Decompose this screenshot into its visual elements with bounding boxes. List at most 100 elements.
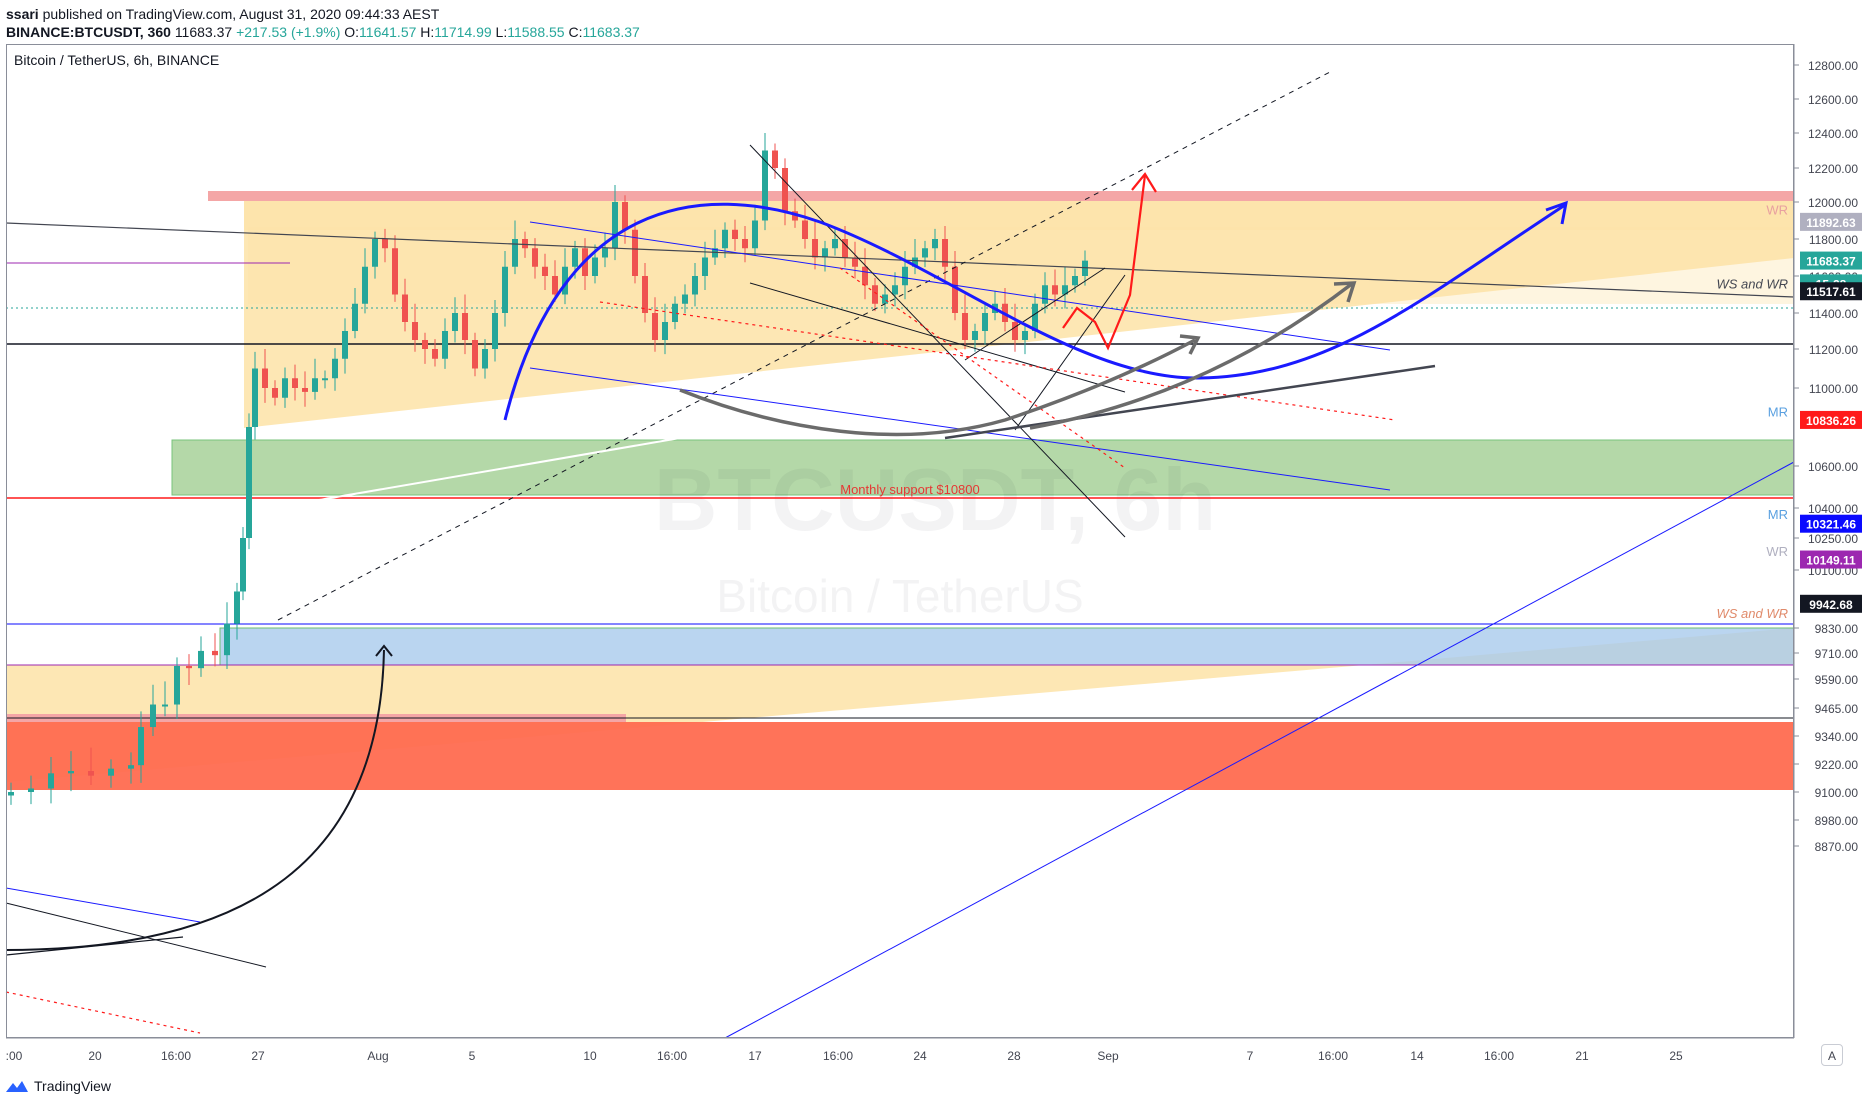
x-tick-label: 16:00: [161, 1049, 191, 1063]
footer-brand-text: TradingView: [34, 1078, 112, 1094]
candle-body: [150, 704, 156, 728]
x-tick-label: 5: [469, 1049, 476, 1063]
price-label-text: 9942.68: [1809, 598, 1853, 612]
dotted-red-line-3: [5, 991, 201, 1034]
candle-body: [862, 266, 868, 286]
x-tick-label: 16:00: [1318, 1049, 1348, 1063]
candle-body: [362, 266, 368, 304]
y-tick-label: 8980.00: [1815, 814, 1859, 828]
white-support-line: [289, 437, 681, 506]
candle-body: [982, 313, 988, 331]
price-label-text: 11892.63: [1806, 216, 1856, 230]
y-tick-label: 12600.00: [1808, 93, 1858, 107]
y-tick-label: 12000.00: [1808, 196, 1858, 210]
candle-body: [732, 229, 738, 239]
candle-body: [542, 266, 548, 276]
y-tick-label: 10600.00: [1808, 460, 1858, 474]
candle-body: [162, 704, 168, 707]
y-tick-label: 9830.00: [1815, 622, 1859, 636]
low-label: L:: [495, 24, 508, 40]
x-tick-label: 16:00: [657, 1049, 687, 1063]
long-trendline-blue: [724, 461, 1795, 1039]
y-tick-label: 11200.00: [1809, 343, 1858, 357]
footer-brand[interactable]: TradingView: [6, 1078, 111, 1094]
candle-body: [592, 257, 598, 276]
y-tick-label: 11000.00: [1809, 382, 1858, 396]
candle-body: [432, 349, 438, 359]
chart-legend: Bitcoin / TetherUS, 6h, BINANCE: [14, 52, 220, 68]
candle-body: [1032, 303, 1038, 331]
price-label-box: [1800, 550, 1862, 569]
candle-body: [1072, 276, 1078, 286]
zones: [6, 191, 1795, 790]
candle-body: [662, 322, 668, 340]
x-tick-label: 10: [583, 1049, 597, 1063]
price-label-box: [1800, 410, 1862, 429]
candle-body: [392, 248, 398, 295]
candle-body: [912, 257, 918, 267]
y-tick-label: 9100.00: [1815, 786, 1859, 800]
y-tick-label: 9220.00: [1815, 758, 1859, 772]
candle-body: [68, 771, 74, 774]
red-resistance-zone: [6, 722, 1794, 790]
candle-body: [322, 378, 328, 381]
candle-body: [632, 229, 638, 276]
tradingview-logo-icon: [6, 1081, 28, 1092]
candle-body: [742, 239, 748, 249]
y-tick-label: 10250.00: [1808, 532, 1858, 546]
x-tick-label: 16:00: [1484, 1049, 1514, 1063]
auto-scale-button[interactable]: A: [1821, 1044, 1843, 1066]
candle-body: [252, 368, 258, 427]
y-tick-label: 9465.00: [1815, 702, 1859, 716]
x-axis: :00 20 16:00 27 Aug 5 10 16:00 17 16:00 24 28 Sep 7 16…: [6, 1037, 1794, 1063]
candle-body: [452, 313, 458, 331]
candle-body: [642, 276, 648, 313]
candle-body: [48, 773, 54, 789]
candle-body: [292, 378, 298, 388]
candle-body: [752, 220, 758, 249]
candle-body: [482, 349, 488, 369]
candle-body: [892, 285, 898, 295]
candle-body: [382, 239, 388, 249]
x-tick-label: 28: [1007, 1049, 1021, 1063]
candle-body: [422, 340, 428, 349]
candle-body: [832, 239, 838, 249]
candle-body: [722, 229, 728, 249]
author-name[interactable]: ssari: [6, 6, 39, 22]
y-tick-label: 12200.00: [1808, 162, 1858, 176]
close-label: C:: [568, 24, 583, 40]
candle-body: [352, 303, 358, 331]
y-tick-label: 12800.00: [1808, 59, 1858, 73]
candle-body: [532, 248, 538, 267]
candle-body: [342, 331, 348, 359]
x-tick-label: 7: [1247, 1049, 1254, 1063]
candle-body: [186, 666, 192, 669]
open-label: O:: [344, 24, 360, 40]
mini-channel-blue: [5, 887, 201, 923]
candle-body: [372, 239, 378, 267]
candle-body: [772, 150, 778, 168]
candle-body: [622, 202, 628, 230]
candle-body: [652, 313, 658, 340]
price-change: +217.53 (+1.9%): [236, 24, 341, 40]
x-tick-label: 17: [748, 1049, 762, 1063]
projection-arrow-red: [1062, 174, 1147, 351]
trendline-upper: [5, 222, 1795, 298]
candle-body: [472, 340, 478, 369]
plot-frame: [6, 44, 1794, 1038]
price-label-text: 10836.26: [1806, 414, 1856, 428]
candle-body: [1052, 285, 1058, 295]
high-value: 11714.99: [434, 24, 492, 40]
candle-body: [174, 666, 180, 705]
candle-body: [262, 368, 268, 388]
candle-body: [212, 650, 218, 656]
candle-body: [402, 294, 408, 322]
candle-body: [1042, 285, 1048, 304]
publish-info: ssari published on TradingView.com, Augu…: [6, 6, 439, 22]
candle-body: [492, 313, 498, 349]
candle-body: [312, 378, 318, 392]
drawings: [5, 71, 1795, 1039]
support-rising-line: [944, 364, 1436, 440]
y-tick-label: 12400.00: [1808, 127, 1858, 141]
